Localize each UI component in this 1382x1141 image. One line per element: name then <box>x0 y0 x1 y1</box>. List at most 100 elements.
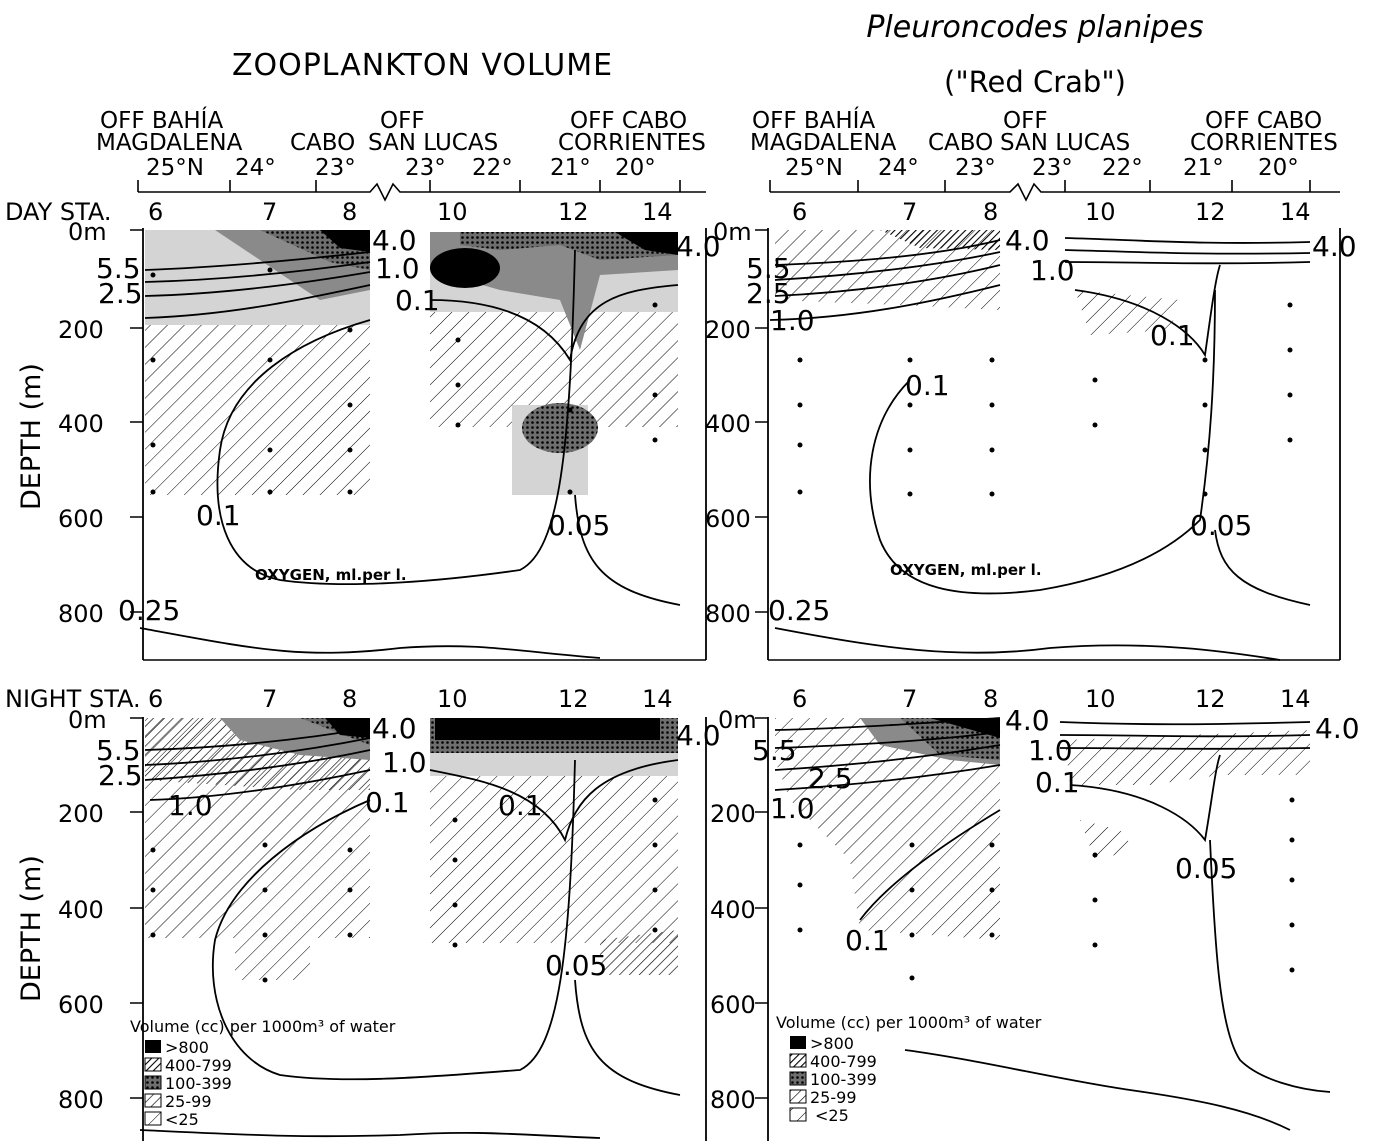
legend-item: 25-99 <box>810 1088 857 1107</box>
iso-label: 1.0 <box>770 792 815 825</box>
iso-label: 5.5 <box>752 734 797 767</box>
iso-label: 1.0 <box>1028 734 1073 767</box>
lat-label: 23° <box>955 155 996 181</box>
loc-corrientes-1: OFF CABO <box>1205 108 1322 134</box>
depth-tick: 600 <box>710 991 756 1019</box>
locations-right: OFF BAHÍA MAGDALENA CABO OFF SAN LUCAS O… <box>750 106 1338 181</box>
iso-label: 1.0 <box>770 304 815 337</box>
legend-item: <25 <box>165 1110 199 1129</box>
depth-axes <box>142 228 1341 1141</box>
legend-left: Volume (cc) per 1000m³ of water >800 400… <box>130 1017 396 1129</box>
iso-label: 4.0 <box>1312 230 1357 263</box>
station-labels: DAY STA. 6 7 8 10 12 14 6 7 8 10 12 14 N… <box>5 198 1311 713</box>
iso-label: 1.0 <box>168 789 213 822</box>
iso-label: 0.1 <box>196 499 241 532</box>
lat-label: 20° <box>1258 155 1299 181</box>
loc-cabo: CABO <box>928 130 993 156</box>
iso-label: 4.0 <box>1315 712 1360 745</box>
iso-label: 0.1 <box>498 789 543 822</box>
lat-label: 25°N <box>785 155 843 181</box>
station-number: 14 <box>642 198 673 226</box>
day-redcrab-panel <box>775 230 1180 335</box>
iso-label: 4.0 <box>676 719 721 752</box>
iso-label: 0.05 <box>548 509 610 542</box>
legend-item: 100-399 <box>165 1074 232 1093</box>
depth-surface-label: 0m <box>713 218 752 246</box>
iso-label: 0.05 <box>1190 509 1252 542</box>
legend-item: >800 <box>165 1038 209 1057</box>
loc-bahia-2: MAGDALENA <box>96 130 243 156</box>
lat-label: 22° <box>472 155 513 181</box>
iso-label: 5.5 <box>96 734 141 767</box>
depth-tick: 600 <box>58 505 104 533</box>
day-redcrab-isopleths <box>769 237 1311 661</box>
iso-label: 0.25 <box>118 594 180 627</box>
station-number: 8 <box>342 685 357 713</box>
station-number: 12 <box>1195 198 1226 226</box>
station-number: 6 <box>148 198 163 226</box>
species-title: Pleuroncodes planipes <box>866 10 1204 45</box>
night-station-label: NIGHT STA. <box>5 685 141 713</box>
loc-off: OFF <box>380 108 425 134</box>
depth-tick: 800 <box>58 600 104 628</box>
station-number: 14 <box>1280 198 1311 226</box>
iso-label: 1.0 <box>1030 254 1075 287</box>
locations-left: OFF BAHÍA MAGDALENA CABO OFF SAN LUCAS O… <box>96 106 706 181</box>
depth-axis-title: DEPTH (m) <box>16 855 47 1002</box>
depth-tick: 800 <box>705 600 751 628</box>
legend-swatch-sparse <box>789 1107 807 1122</box>
night-zooplankton-isopleths <box>139 727 681 1139</box>
iso-label: 0.1 <box>905 369 950 402</box>
legend-swatch-dots <box>789 1071 807 1086</box>
iso-label: 5.5 <box>746 252 791 285</box>
lat-label: 22° <box>1102 155 1143 181</box>
iso-label: 4.0 <box>1005 704 1050 737</box>
iso-label: 2.5 <box>746 277 791 310</box>
depth-axis-title: DEPTH (m) <box>16 363 47 510</box>
loc-bahia-1: OFF BAHÍA <box>100 106 223 134</box>
depth-tick: 400 <box>710 896 756 924</box>
loc-corrientes-2: CORRIENTES <box>1190 130 1338 156</box>
lat-label: 21° <box>550 155 591 181</box>
depth-tick: 400 <box>705 410 751 438</box>
station-number: 12 <box>558 685 589 713</box>
iso-label: 1.0 <box>375 252 420 285</box>
loc-san-lucas: SAN LUCAS <box>1000 130 1130 156</box>
station-number: 6 <box>792 685 807 713</box>
iso-label: 2.5 <box>98 759 143 792</box>
station-number: 10 <box>1085 198 1116 226</box>
day-station-label: DAY STA. <box>5 198 112 226</box>
night-zooplankton-panel <box>145 718 678 980</box>
legend-swatch-dots <box>144 1075 162 1090</box>
legend-swatch-black <box>145 1040 161 1053</box>
sample-dots <box>150 267 1295 983</box>
station-number: 12 <box>1195 685 1226 713</box>
station-number: 7 <box>902 198 917 226</box>
iso-label: 4.0 <box>372 712 417 745</box>
station-number: 10 <box>437 198 468 226</box>
iso-label: 4.0 <box>372 224 417 257</box>
loc-san-lucas: SAN LUCAS <box>368 130 498 156</box>
depth-tick: 200 <box>705 316 751 344</box>
legend-item: <25 <box>815 1106 849 1125</box>
legend-right: Volume (cc) per 1000m³ of water >800 400… <box>776 1013 1042 1125</box>
depth-tick: 600 <box>705 505 751 533</box>
oxygen-label: OXYGEN, ml.per l. <box>890 561 1042 579</box>
iso-label: 0.25 <box>768 594 830 627</box>
loc-corrientes-2: CORRIENTES <box>558 130 706 156</box>
depth-surface-label: 0m <box>68 706 107 734</box>
loc-off: OFF <box>1003 108 1048 134</box>
legend-item: 25-99 <box>165 1092 212 1111</box>
depth-tick: 200 <box>58 800 104 828</box>
lat-label: 23° <box>1032 155 1073 181</box>
depth-surface-label: 0m <box>68 218 107 246</box>
lat-label: 25°N <box>146 155 204 181</box>
lat-label: 24° <box>878 155 919 181</box>
station-number: 12 <box>558 198 589 226</box>
station-number: 10 <box>437 685 468 713</box>
depth-tick: 200 <box>58 316 104 344</box>
legend-title: Volume (cc) per 1000m³ of water <box>130 1017 396 1036</box>
legend-item: >800 <box>810 1034 854 1053</box>
zooplankton-title: ZOOPLANKTON VOLUME <box>231 48 614 83</box>
